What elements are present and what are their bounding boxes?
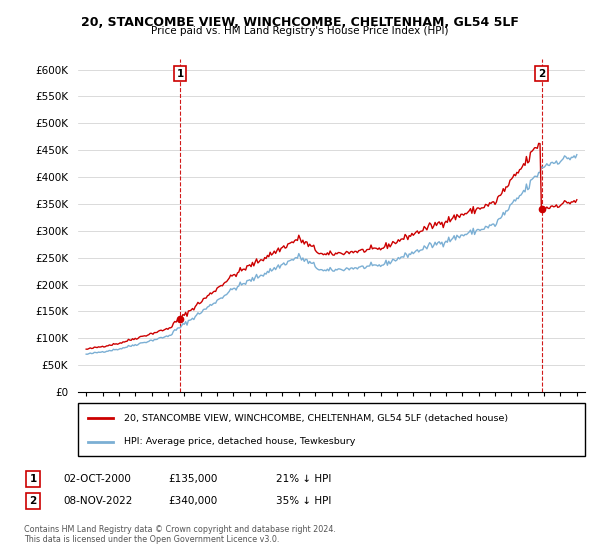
- Text: 1: 1: [176, 69, 184, 79]
- Text: 08-NOV-2022: 08-NOV-2022: [63, 496, 133, 506]
- Text: 02-OCT-2000: 02-OCT-2000: [63, 474, 131, 484]
- Text: 1: 1: [29, 474, 37, 484]
- Text: 20, STANCOMBE VIEW, WINCHCOMBE, CHELTENHAM, GL54 5LF: 20, STANCOMBE VIEW, WINCHCOMBE, CHELTENH…: [81, 16, 519, 29]
- Text: 2: 2: [538, 69, 545, 79]
- Text: 20, STANCOMBE VIEW, WINCHCOMBE, CHELTENHAM, GL54 5LF (detached house): 20, STANCOMBE VIEW, WINCHCOMBE, CHELTENH…: [124, 414, 508, 423]
- Text: 21% ↓ HPI: 21% ↓ HPI: [276, 474, 331, 484]
- Text: Price paid vs. HM Land Registry's House Price Index (HPI): Price paid vs. HM Land Registry's House …: [151, 26, 449, 36]
- FancyBboxPatch shape: [78, 403, 585, 456]
- Text: £135,000: £135,000: [168, 474, 217, 484]
- Text: £340,000: £340,000: [168, 496, 217, 506]
- Text: 2: 2: [29, 496, 37, 506]
- Text: 35% ↓ HPI: 35% ↓ HPI: [276, 496, 331, 506]
- Text: This data is licensed under the Open Government Licence v3.0.: This data is licensed under the Open Gov…: [24, 535, 280, 544]
- Text: Contains HM Land Registry data © Crown copyright and database right 2024.: Contains HM Land Registry data © Crown c…: [24, 525, 336, 534]
- Text: HPI: Average price, detached house, Tewkesbury: HPI: Average price, detached house, Tewk…: [124, 437, 355, 446]
